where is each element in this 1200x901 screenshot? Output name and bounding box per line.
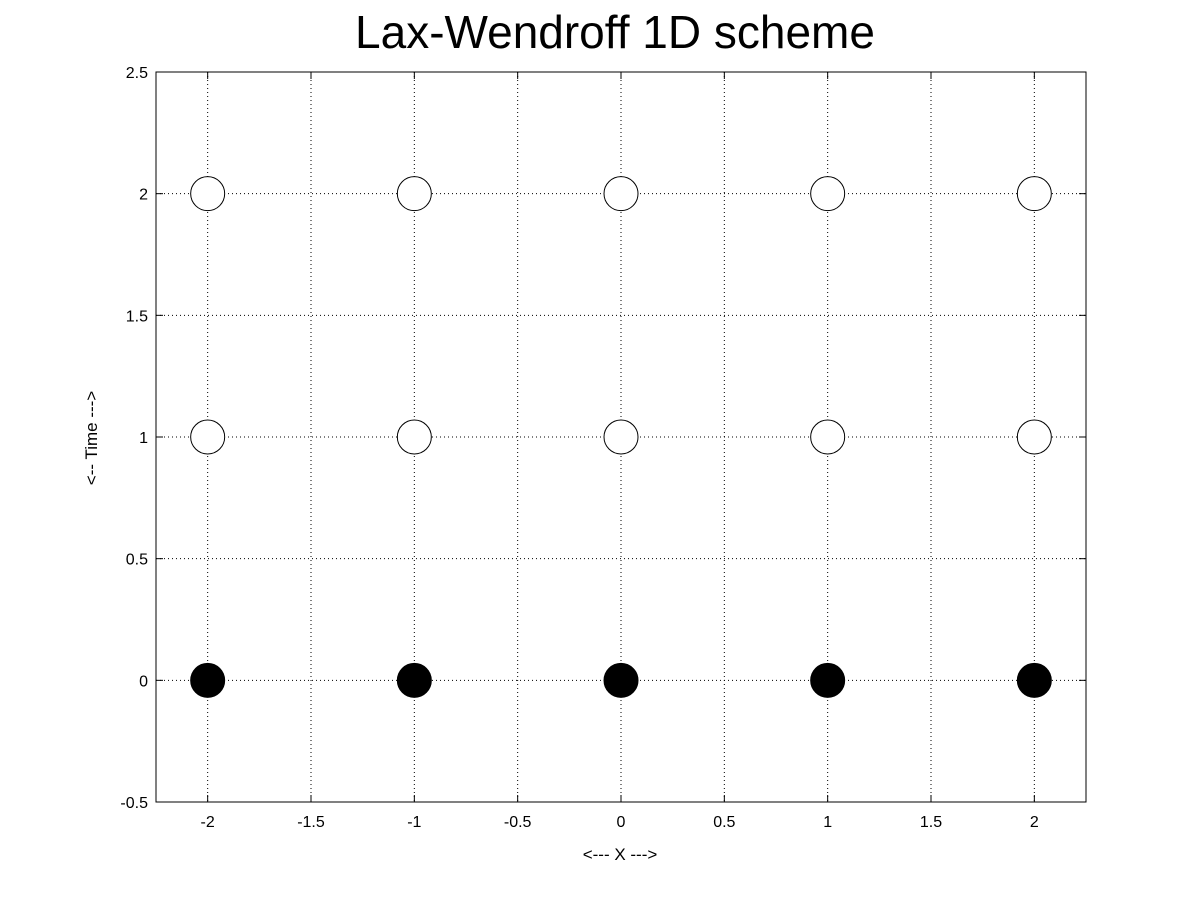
y-axis-label: <-- Time ---> — [82, 391, 101, 486]
x-tick-label: 1.5 — [920, 814, 942, 831]
open-point-marker — [1016, 176, 1052, 212]
filled-point-marker — [396, 662, 432, 698]
filled-point-marker — [1016, 662, 1052, 698]
y-tick-label: 2 — [139, 187, 148, 204]
open-point-marker — [603, 419, 639, 455]
x-tick-label: 0 — [617, 814, 626, 831]
x-tick-label: -1 — [407, 814, 421, 831]
open-point-marker — [810, 419, 846, 455]
x-axis-label: <--- X ---> — [583, 845, 658, 864]
data-points — [190, 176, 1052, 698]
y-tick-labels: -0.5 0 0.5 1 1.5 2 2.5 — [120, 65, 148, 812]
filled-point-marker — [810, 662, 846, 698]
open-point-marker — [190, 419, 226, 455]
open-point-marker — [190, 176, 226, 212]
y-tick-label: 1 — [139, 430, 148, 447]
x-tick-labels: -2 -1.5 -1 -0.5 0 0.5 1 1.5 2 — [201, 814, 1039, 831]
y-tick-label: 1.5 — [126, 308, 148, 325]
filled-point-marker — [190, 662, 226, 698]
x-tick-label: 2 — [1030, 814, 1039, 831]
axis-ticks — [156, 71, 1086, 803]
y-tick-label: 0.5 — [126, 552, 148, 569]
y-tick-label: 2.5 — [126, 65, 148, 82]
open-point-marker — [1016, 419, 1052, 455]
x-tick-label: -1.5 — [297, 814, 325, 831]
open-point-marker — [396, 176, 432, 212]
open-point-marker — [396, 419, 432, 455]
open-point-marker — [603, 176, 639, 212]
x-tick-label: 1 — [823, 814, 832, 831]
chart-title: Lax-Wendroff 1D scheme — [355, 6, 875, 58]
x-tick-label: -2 — [201, 814, 215, 831]
x-tick-label: -0.5 — [504, 814, 532, 831]
x-tick-label: 0.5 — [713, 814, 735, 831]
open-point-marker — [810, 176, 846, 212]
y-tick-label: -0.5 — [120, 795, 148, 812]
filled-point-marker — [603, 662, 639, 698]
y-tick-label: 0 — [139, 673, 148, 690]
